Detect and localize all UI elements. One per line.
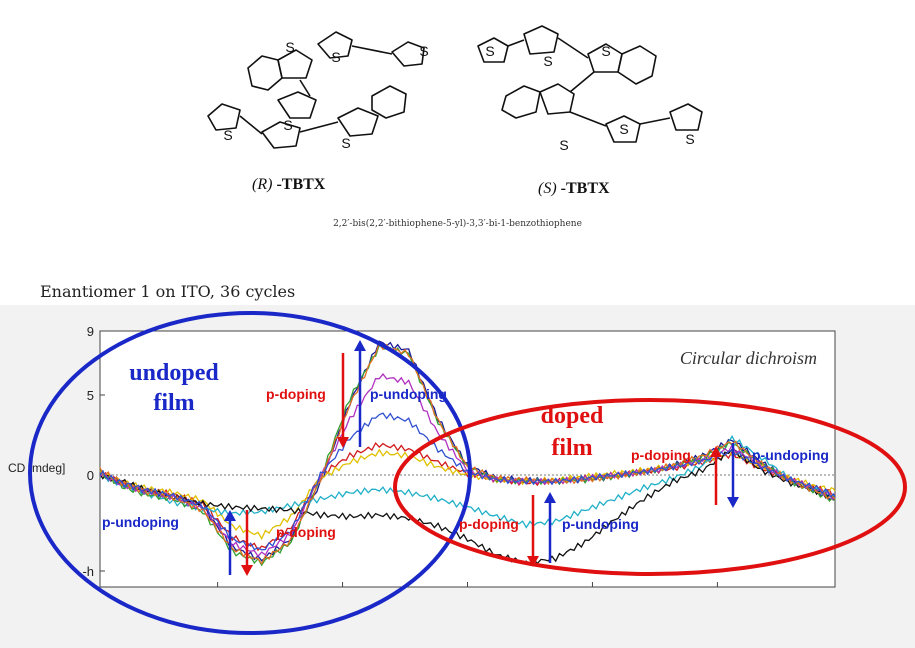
y-tick-label: 5 bbox=[87, 388, 94, 403]
y-tick-label: -h bbox=[82, 564, 94, 579]
sulfur-atom: S bbox=[543, 53, 552, 69]
doped-label: doped bbox=[541, 403, 604, 429]
chart-title: Circular dichroism bbox=[680, 348, 817, 368]
x-axis-ticks bbox=[217, 582, 718, 587]
p-doping-arrowhead bbox=[337, 437, 349, 448]
r-tbtx-structure bbox=[207, 31, 425, 149]
sulfur-atom: S bbox=[559, 137, 568, 153]
p-undoping-label: p-undoping bbox=[370, 386, 447, 402]
undoped-label: undoped bbox=[129, 360, 219, 386]
molecule-structures: S S S S S S S S S S S S bbox=[207, 25, 703, 153]
p-doping-arrowhead bbox=[710, 446, 722, 457]
p-doping-label: p-doping bbox=[276, 524, 336, 540]
s-label-suffix: -TBTX bbox=[560, 180, 610, 197]
p-doping-label: p-doping bbox=[631, 447, 691, 463]
cd-plot-panel: 9 5 0 -h Circular dichroism CD [mdeg] undop… bbox=[0, 305, 915, 648]
sulfur-atom: S bbox=[601, 43, 610, 59]
y-axis-label: CD [mdeg] bbox=[8, 461, 65, 475]
p-undoping-label: p-undoping bbox=[562, 516, 639, 532]
sulfur-atom: S bbox=[341, 135, 350, 151]
sulfur-atom: S bbox=[685, 131, 694, 147]
p-doping-arrowhead bbox=[241, 565, 253, 576]
p-undoping-arrowhead bbox=[354, 340, 366, 351]
s-label-prefix: (S) bbox=[538, 180, 557, 197]
p-undoping-arrowhead bbox=[727, 497, 739, 508]
undoped-region-ellipse bbox=[28, 311, 472, 635]
cd-series-line bbox=[99, 412, 836, 551]
s-tbtx-label: (S) -TBTX bbox=[538, 180, 610, 198]
p-doping-label: p-doping bbox=[266, 386, 326, 402]
series-group bbox=[99, 340, 836, 567]
p-undoping-arrowhead bbox=[544, 492, 556, 503]
r-label-prefix: (R) bbox=[252, 176, 273, 193]
cd-series-line bbox=[99, 434, 836, 529]
cd-series-line bbox=[99, 448, 836, 540]
s-tbtx-structure bbox=[477, 25, 703, 143]
cd-series-line bbox=[99, 448, 836, 567]
sulfur-atom: S bbox=[619, 121, 628, 137]
r-label-suffix: -TBTX bbox=[276, 176, 326, 193]
doped-region-ellipse bbox=[393, 398, 907, 576]
y-tick-label: 9 bbox=[87, 324, 94, 339]
sulfur-atom: S bbox=[223, 127, 232, 143]
doping-arrows bbox=[224, 340, 739, 576]
sulfur-atom: S bbox=[485, 43, 494, 59]
cd-series-line bbox=[99, 341, 836, 565]
p-undoping-label: p-undoping bbox=[102, 514, 179, 530]
p-undoping-label: p-undoping bbox=[752, 447, 829, 463]
y-tick-label: 0 bbox=[87, 468, 94, 483]
cd-chart: 9 5 0 -h Circular dichroism CD [mdeg] undop… bbox=[8, 311, 907, 635]
undoped-film-label: film bbox=[153, 390, 194, 416]
p-doping-label: p-doping bbox=[459, 516, 519, 532]
p-undoping-arrowhead bbox=[224, 510, 236, 521]
sulfur-atom: S bbox=[331, 49, 340, 65]
sulfur-atom: S bbox=[419, 43, 428, 59]
p-doping-arrowhead bbox=[527, 556, 539, 567]
doped-film-label: film bbox=[551, 435, 592, 461]
sulfur-atom: S bbox=[283, 117, 292, 133]
r-tbtx-label: (R) -TBTX bbox=[252, 176, 325, 194]
sulfur-atom: S bbox=[285, 39, 294, 55]
experiment-title: Enantiomer 1 on ITO, 36 cycles bbox=[40, 282, 296, 301]
compound-name: 2,2′-bis(2,2′-bithiophene-5-yl)-3,3′-bi-… bbox=[333, 219, 582, 229]
